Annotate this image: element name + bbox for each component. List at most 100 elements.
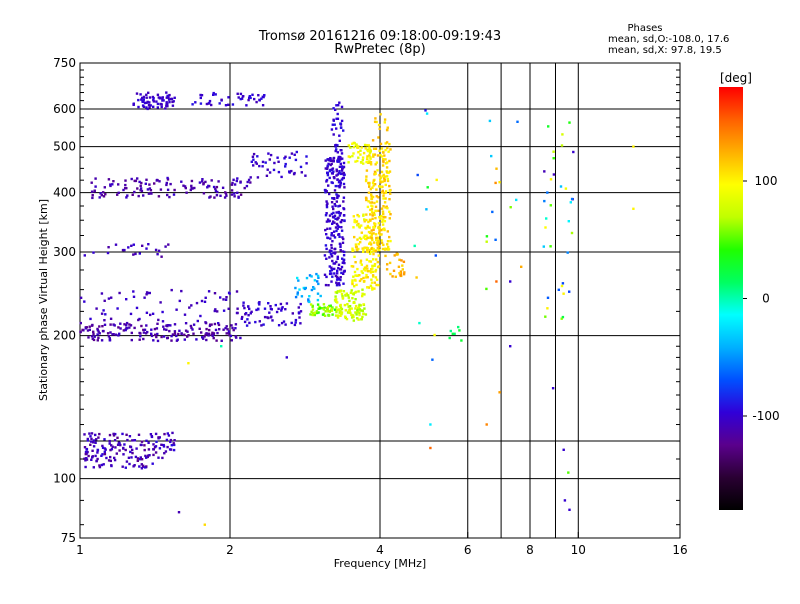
data-point [147,243,150,246]
data-point [242,95,245,98]
data-point [374,163,377,166]
data-point [147,192,151,195]
data-point [365,178,368,181]
data-point [398,258,401,261]
data-point [102,195,106,198]
data-point [365,175,368,178]
data-point [371,286,374,289]
data-point [90,335,94,338]
data-point [349,291,353,294]
data-point [382,158,385,161]
data-point [167,96,170,99]
data-point [89,443,92,446]
data-point [383,227,386,230]
data-point [198,327,201,330]
data-point [365,258,369,261]
data-point [357,151,360,154]
data-point [374,209,377,213]
data-point [373,170,377,174]
data-point [330,272,333,275]
data-point [340,119,344,123]
data-point [358,308,362,311]
data-point [388,170,392,173]
data-point [378,227,381,230]
data-point [351,154,354,158]
data-point [90,440,93,443]
data-point [207,334,210,337]
data-point [371,205,374,208]
data-point [326,167,329,170]
data-point [350,307,353,310]
data-point [297,306,300,309]
data-point [92,466,95,469]
data-point [348,308,351,311]
data-point [163,328,166,331]
data-point [183,313,187,316]
data-point [123,443,126,446]
data-point [239,97,242,101]
data-point [184,322,188,325]
data-point [331,159,334,162]
data-point [113,439,117,442]
data-point [250,160,253,163]
data-point [327,158,330,161]
data-point [290,169,293,173]
data-point [370,250,373,253]
data-point [162,335,166,338]
data-point [371,181,375,184]
data-point [91,449,94,452]
data-point [224,326,227,330]
data-point [140,458,144,461]
data-point [89,317,92,321]
colorbar-tick-label: 0 [762,292,770,306]
data-point [328,304,331,308]
data-point [316,311,319,315]
data-point [296,291,299,294]
data-point [375,200,379,203]
data-point [365,160,368,164]
data-point [361,315,364,319]
data-point [92,330,95,333]
data-point [205,102,209,106]
data-point [378,248,381,252]
data-point [341,165,344,169]
data-point [369,208,372,212]
data-point [134,455,138,459]
data-point [495,280,498,283]
data-point [127,246,130,249]
data-point [367,191,371,194]
data-point [79,330,82,334]
stats-heading: Phases [627,23,662,34]
data-point [356,308,359,312]
data-point [83,446,87,449]
data-point [337,233,341,236]
data-point [374,172,377,175]
data-point [293,171,296,175]
data-point [338,184,341,188]
data-point [370,201,374,204]
data-point [138,252,141,255]
data-point [341,250,344,253]
data-point [178,329,181,332]
data-point [142,464,145,467]
data-point [401,268,404,271]
data-point [389,192,392,195]
data-point [424,109,427,112]
data-point [358,279,362,283]
data-point [377,239,380,242]
data-point [139,456,142,459]
data-point [248,321,251,325]
data-point [375,238,378,241]
data-point [332,118,335,121]
data-point [280,307,283,310]
data-point [389,148,392,151]
data-point [357,290,360,293]
data-point [324,191,327,194]
data-point [109,317,113,320]
data-point [375,283,378,287]
data-point [212,93,215,96]
data-point [335,291,339,294]
data-point [165,181,168,185]
data-point [362,312,365,315]
data-point [119,327,122,330]
